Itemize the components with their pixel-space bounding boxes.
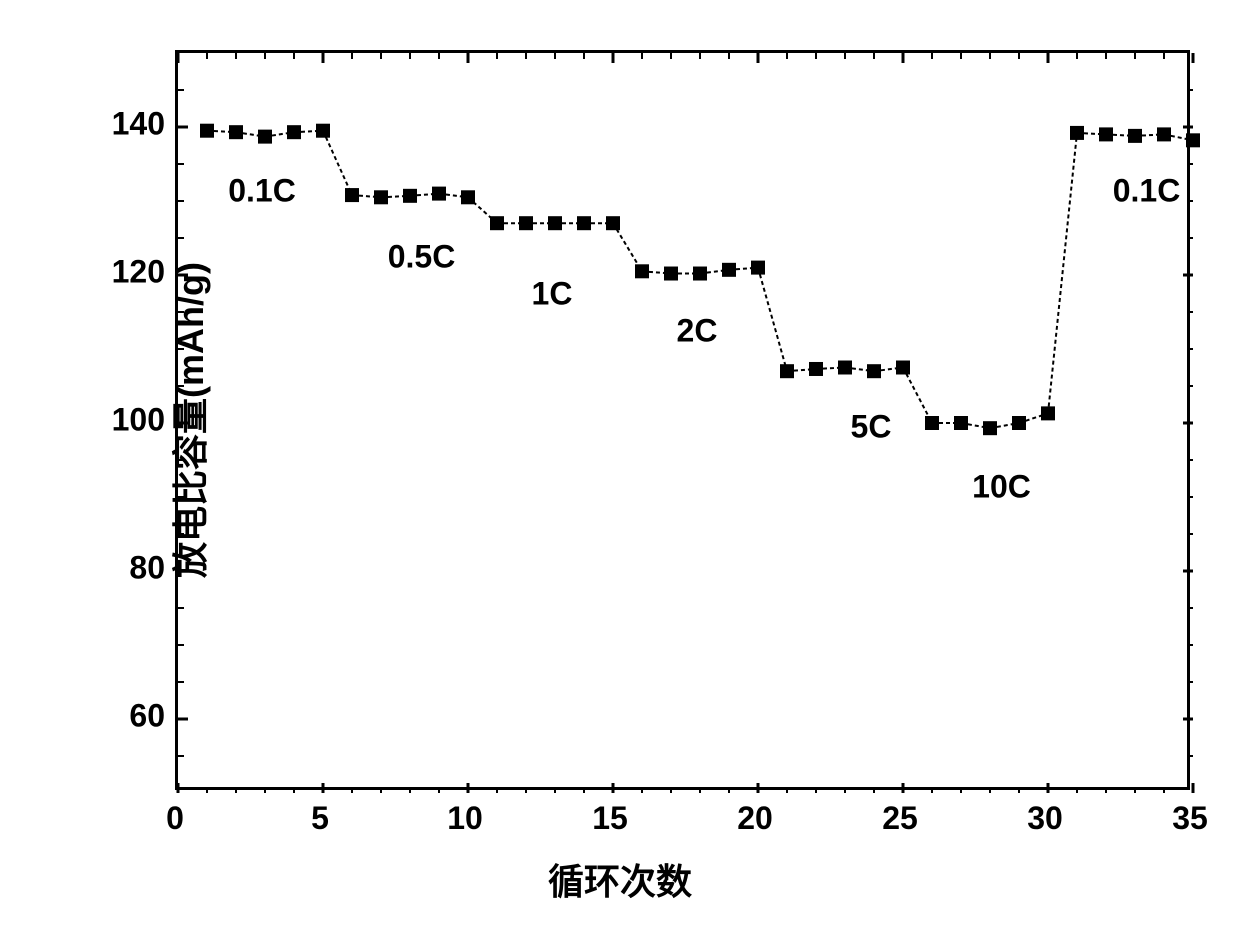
data-marker [722, 263, 736, 277]
rate-annotation: 0.1C [228, 172, 296, 209]
rate-annotation: 0.5C [388, 239, 456, 276]
x-tick-label: 0 [166, 800, 184, 837]
x-tick-label: 10 [447, 800, 483, 837]
y-tick-label: 80 [129, 550, 165, 587]
x-tick-label: 30 [1027, 800, 1063, 837]
data-marker [1012, 416, 1026, 430]
data-marker [751, 261, 765, 275]
rate-annotation: 0.1C [1113, 172, 1181, 209]
data-marker [780, 364, 794, 378]
rate-annotation: 2C [677, 313, 718, 350]
data-marker [287, 125, 301, 139]
data-marker [519, 216, 533, 230]
data-marker [954, 416, 968, 430]
y-tick-label: 60 [129, 698, 165, 735]
data-marker [548, 216, 562, 230]
x-tick-label: 15 [592, 800, 628, 837]
x-tick-label: 25 [882, 800, 918, 837]
data-marker [316, 124, 330, 138]
data-marker [403, 189, 417, 203]
plot-svg [178, 53, 1187, 787]
data-marker [461, 190, 475, 204]
chart-container: 放电比容量(mAh/g) 循环次数 0 5 10 15 20 25 30 35 60 80 100 1… [20, 20, 1220, 905]
data-marker [925, 416, 939, 430]
data-marker [258, 130, 272, 144]
y-tick-label: 120 [112, 254, 165, 291]
data-marker [490, 216, 504, 230]
data-marker [1157, 127, 1171, 141]
data-marker [345, 188, 359, 202]
data-marker [664, 267, 678, 281]
data-marker [229, 125, 243, 139]
x-tick-label: 20 [737, 800, 773, 837]
data-marker [896, 361, 910, 375]
y-tick-label: 140 [112, 106, 165, 143]
y-axis-label: 放电比容量(mAh/g) [162, 262, 214, 578]
data-marker [983, 421, 997, 435]
data-marker [1128, 129, 1142, 143]
data-marker [200, 124, 214, 138]
rate-annotation: 1C [532, 276, 573, 313]
data-marker [374, 190, 388, 204]
rate-annotation: 10C [972, 468, 1031, 505]
data-marker [867, 364, 881, 378]
plot-area [175, 50, 1190, 790]
data-marker [693, 267, 707, 281]
data-marker [432, 187, 446, 201]
data-marker [1041, 406, 1055, 420]
data-marker [606, 216, 620, 230]
data-marker [809, 362, 823, 376]
data-marker [838, 361, 852, 375]
x-tick-label: 35 [1172, 800, 1208, 837]
data-marker [1099, 127, 1113, 141]
x-tick-label: 5 [311, 800, 329, 837]
data-marker [635, 264, 649, 278]
rate-annotation: 5C [851, 409, 892, 446]
data-marker [577, 216, 591, 230]
x-axis-label: 循环次数 [548, 853, 692, 905]
data-marker [1186, 133, 1200, 147]
y-tick-label: 100 [112, 402, 165, 439]
data-marker [1070, 126, 1084, 140]
